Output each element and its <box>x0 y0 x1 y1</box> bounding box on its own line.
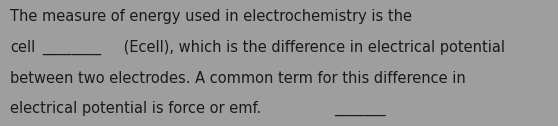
Text: The measure of energy used in electrochemistry is the: The measure of energy used in electroche… <box>10 9 412 24</box>
Text: (Ecell), which is the difference in electrical potential: (Ecell), which is the difference in elec… <box>119 40 505 55</box>
Text: between two electrodes. A common term for this difference in: between two electrodes. A common term fo… <box>10 71 466 86</box>
Text: _______: _______ <box>334 101 386 116</box>
Text: cell: cell <box>10 40 35 55</box>
Text: ________: ________ <box>42 40 102 55</box>
Text: electrical potential is force or emf.: electrical potential is force or emf. <box>10 101 261 116</box>
